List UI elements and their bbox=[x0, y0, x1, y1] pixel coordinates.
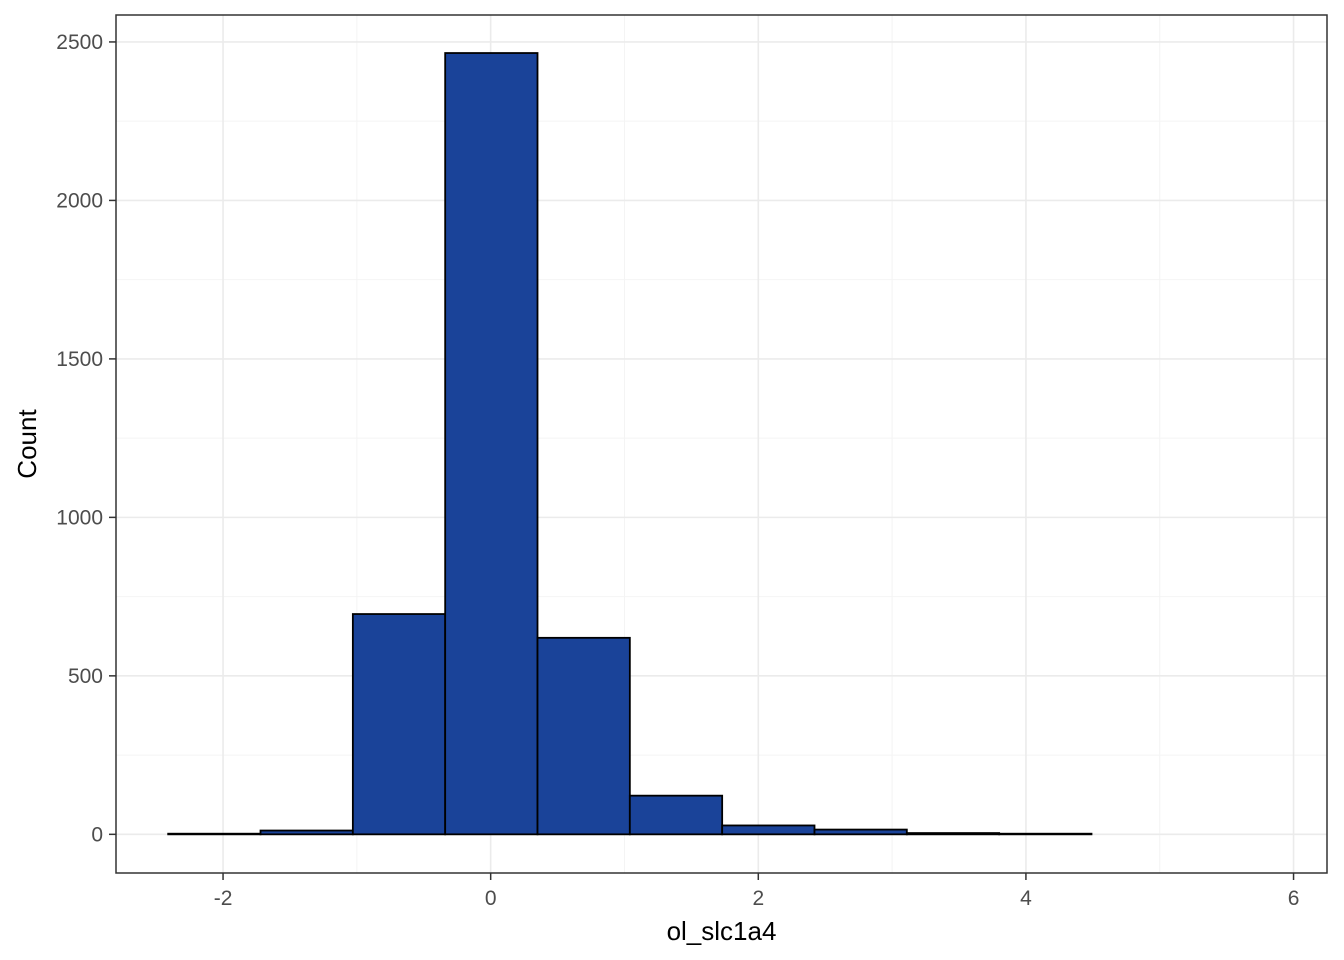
y-tick-label: 500 bbox=[68, 665, 103, 688]
y-tick-label: 0 bbox=[91, 823, 103, 846]
histogram-bar bbox=[998, 832, 1093, 836]
x-axis-title: ol_slc1a4 bbox=[667, 916, 777, 946]
histogram-bar bbox=[905, 832, 1001, 836]
x-tick-label: 0 bbox=[485, 887, 497, 910]
panel-border bbox=[115, 14, 1328, 874]
y-axis-title: Count bbox=[12, 409, 42, 479]
minor-gridlines bbox=[116, 15, 1327, 873]
y-tick-label: 2500 bbox=[56, 31, 103, 54]
x-axis-tick-labels: -2 0 2 4 6 bbox=[214, 887, 1300, 910]
y-axis-tick-labels: 0 500 1000 1500 2000 2500 bbox=[56, 31, 103, 846]
x-tick-label: 4 bbox=[1020, 887, 1032, 910]
y-tick-label: 1000 bbox=[56, 506, 103, 529]
histogram-bar bbox=[536, 636, 631, 836]
histogram-bar bbox=[813, 828, 908, 836]
axis-ticks bbox=[109, 41, 1295, 880]
histogram-bar bbox=[721, 824, 816, 836]
histogram-bars bbox=[167, 52, 1093, 836]
histogram-bar bbox=[444, 52, 539, 836]
histogram-bar bbox=[167, 832, 262, 836]
histogram-bar bbox=[628, 794, 724, 836]
histogram-bar bbox=[351, 613, 447, 836]
histogram-bar bbox=[259, 829, 354, 836]
x-tick-label: 6 bbox=[1288, 887, 1300, 910]
x-tick-label: 2 bbox=[752, 887, 764, 910]
x-tick-label: -2 bbox=[214, 887, 233, 910]
y-tick-label: 2000 bbox=[56, 189, 103, 212]
y-tick-label: 1500 bbox=[56, 348, 103, 371]
